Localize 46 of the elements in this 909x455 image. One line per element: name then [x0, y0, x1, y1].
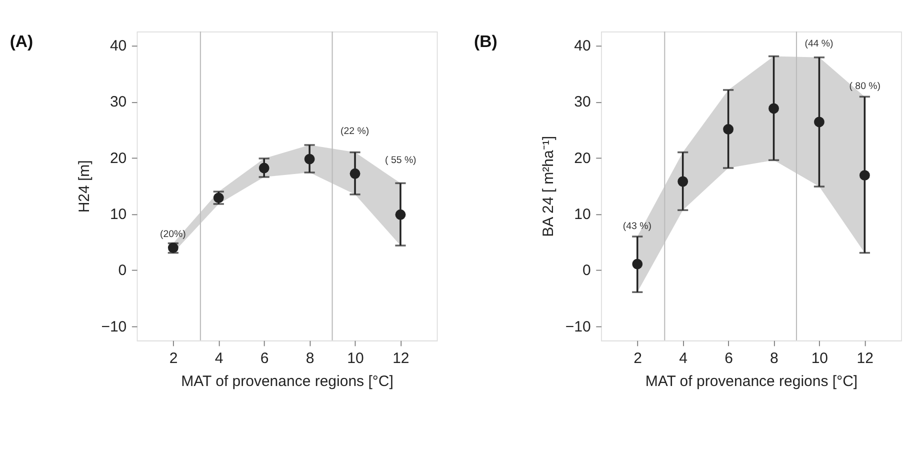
x-tick-label: 2: [169, 350, 178, 367]
chart-title: (A): [10, 32, 34, 51]
point: [632, 258, 643, 270]
x-tick-label: 10: [811, 350, 828, 367]
y-tick-label: −10: [101, 318, 127, 336]
annotation: ( 80 %): [849, 80, 880, 92]
annotation: (44 %): [804, 38, 834, 50]
point: [768, 103, 779, 114]
annotation: (20%): [160, 229, 186, 240]
x-tick-label: 12: [392, 350, 410, 367]
y-tick-label: 0: [118, 262, 127, 280]
y-tick-label: 10: [574, 206, 591, 223]
x-axis-title: MAT of provenance regions [°C]: [645, 372, 858, 390]
x-axis-title: MAT of provenance regions [°C]: [181, 372, 394, 390]
annotation: ( 55 %): [385, 155, 416, 166]
point: [814, 116, 824, 128]
annotation: (43 %): [622, 221, 652, 232]
y-axis-title: BA 24 [ m²ha⁻¹]: [540, 136, 558, 237]
point: [258, 162, 270, 174]
point: [859, 170, 870, 181]
x-tick-label: 6: [260, 350, 269, 367]
x-tick-label: 8: [306, 350, 314, 367]
y-tick-label: 30: [574, 94, 591, 111]
y-tick-label: 20: [574, 150, 591, 167]
point: [350, 168, 360, 179]
y-tick-label: 30: [110, 94, 127, 111]
point: [723, 124, 734, 134]
point: [678, 176, 688, 187]
y-tick-label: 20: [110, 150, 127, 167]
y-tick-label: 10: [110, 206, 127, 223]
y-tick-label: 0: [582, 262, 591, 280]
point: [395, 209, 406, 220]
x-tick-label: 2: [634, 350, 642, 367]
x-tick-label: 4: [679, 350, 688, 367]
point: [304, 154, 315, 164]
annotation: (22 %): [340, 126, 370, 137]
y-tick-label: 40: [110, 37, 127, 54]
x-tick-label: 6: [724, 350, 733, 367]
x-tick-label: 8: [770, 350, 778, 367]
chart-title: (B): [474, 32, 498, 51]
y-axis-title: H24 [m]: [76, 160, 93, 213]
y-tick-label: 40: [574, 37, 591, 54]
x-tick-label: 12: [856, 350, 874, 367]
x-tick-label: 10: [347, 350, 364, 367]
x-tick-label: 4: [214, 350, 224, 367]
y-tick-label: −10: [565, 318, 591, 336]
